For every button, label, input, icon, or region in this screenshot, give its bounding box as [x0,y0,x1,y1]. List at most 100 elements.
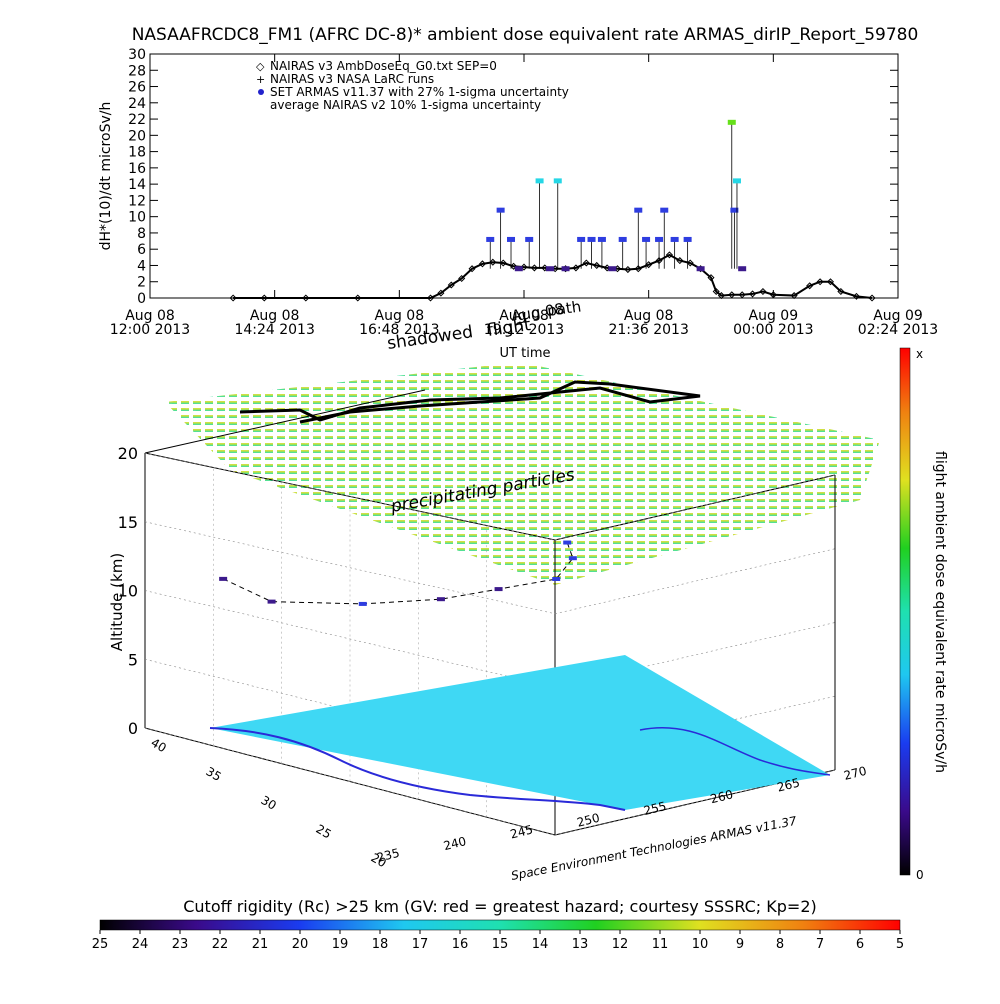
dose-colorbar-top-label: x [916,347,923,361]
cutoff-ticks: 25 24 23 22 21 20 19 18 17 16 15 14 13 12 11 10 9 8 7 6 5 [92,930,904,952]
ts-legend-label: NAIRAS v3 NASA LaRC runs [270,72,434,86]
nairas-v3-point [769,291,777,299]
ts-y-tick-label: 8 [137,226,146,242]
flight-track-point [563,540,572,545]
ts-y-tick-label: 30 [128,47,146,63]
nairas-v3-point [499,259,507,267]
nairas-v3-point [712,287,720,296]
altitude-tick-label: 0 [128,719,138,738]
nairas-v3-point [790,292,798,300]
nairas-v3-point [478,260,486,268]
ts-x-tick-time: 21:36 2013 [608,322,688,338]
ts-legend-label: average NAIRAS v2 10% 1-sigma uncertaint… [270,98,541,112]
cutoff-tick-label: 13 [572,937,589,952]
armas-point [514,266,523,272]
cutoff-tick-label: 21 [252,937,269,952]
nairas-v3-point [676,257,684,265]
flight-track-altitude [219,540,577,606]
cutoff-legend-title: Cutoff rigidity (Rc) >25 km (GV: red = g… [183,897,817,916]
nairas-v3-point [717,292,725,300]
cutoff-tick-label: 16 [452,937,469,952]
cutoff-tick-label: 22 [212,937,229,952]
ts-legend: ◇ NAIRAS v3 AmbDoseEq_G0.txt SEP=0 + NAIRAS… [256,59,569,112]
nairas-v3-point [806,282,814,290]
dose-colorbar-fill [899,347,911,876]
armas-point [730,207,739,213]
cutoff-tick-label: 12 [612,937,629,952]
latitude-tick-label: 40 [149,735,169,755]
ts-y-tick-label: 6 [137,242,146,258]
flight-track-point [219,576,228,581]
nairas-v3-point [738,291,746,299]
armas-point [486,236,495,242]
flight-track-point [494,587,503,592]
ts-legend-symbol: + [256,73,265,86]
armas-point [738,266,747,272]
altitude-tick-label: 15 [118,513,138,532]
ts-x-tick-time: 12:00 2013 [110,322,190,338]
longitude-tick-label: 260 [709,787,735,806]
nairas-v3-point [759,287,767,296]
armas-point [608,266,617,272]
ts-x-tick-date: Aug 08 [125,308,175,324]
cutoff-tick-label: 7 [816,937,824,952]
flight-track-point [358,601,367,606]
ts-x-tick-date: Aug 09 [873,308,923,324]
nairas-v3-line [233,253,873,299]
cutoff-tick-label: 10 [692,937,709,952]
ts-y-tick-label: 2 [137,275,146,291]
ts-y-tick-label: 26 [128,80,146,96]
cutoff-tick-label: 6 [856,937,864,952]
armas-point [535,178,544,184]
nairas-v3-point [728,291,736,299]
armas-point [696,266,705,272]
nairas-v3-point [354,294,362,302]
latitude-tick-label: 25 [314,822,334,842]
nairas-v3-point [868,294,876,302]
path-annotation: path [546,297,582,320]
nairas-v3-point [852,292,860,300]
ts-y-tick-label: 24 [128,96,146,112]
longitude-tick-label: 235 [375,846,401,865]
ts-x-tick-time: 14:24 2013 [234,322,314,338]
ts-x-tick-date: Aug 09 [749,308,799,324]
armas-point [553,178,562,184]
ts-x-tick-time: 00:00 2013 [733,322,813,338]
dose-colorbar-label: flight ambient dose equivalent rate micr… [932,451,948,773]
coastline [209,727,626,811]
longitude-tick-label: 245 [509,822,535,841]
armas-point [507,236,516,242]
ts-y-tick-label: 10 [128,210,146,226]
altitude-tick-label: 5 [128,650,138,669]
nairas-v3-point [260,294,268,302]
armas-point [634,207,643,213]
altitude-3d-panel: precipitating particles Altitude (km) 05… [108,362,880,883]
nairas-v3-point [634,265,642,273]
altitude-grid-line [144,521,556,615]
particle-sheet-side [550,440,880,585]
altitude-axis-label: Altitude (km) [108,553,126,651]
flight-track-point [436,597,445,602]
ts-y-tick-label: 22 [128,112,146,128]
altitude-tick-label: 10 [118,582,138,601]
nairas-v3-point [593,261,601,270]
ts-y-tick-label: 18 [128,145,146,161]
nairas-v3-point [686,259,694,267]
nairas-v3-point [826,278,835,286]
altitude-ticks: 0 5 10 15 20 [118,444,138,738]
ts-x-tick-date: Aug 08 [250,308,300,324]
armas-point [525,236,534,242]
armas-point [577,236,586,242]
dose-colorbar-bottom-label: 0 [916,868,924,882]
ts-x-tick-date: Aug 08 [499,308,549,324]
armas-point [545,266,554,272]
armas-point [642,236,651,242]
armas-point [727,119,736,125]
ts-series [229,119,876,302]
ts-x-tick-time: 02:24 2013 [858,322,938,338]
ts-y-tick-label: 14 [128,177,146,193]
armas-point [587,236,596,242]
box-edge [554,474,836,541]
